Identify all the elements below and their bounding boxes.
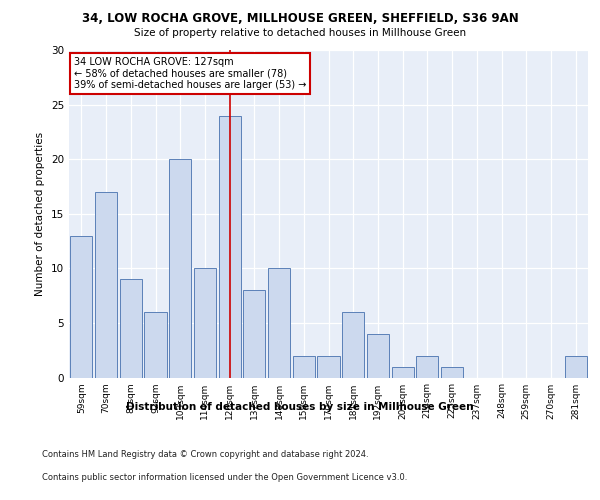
Bar: [119, 279, 142, 378]
Bar: [145, 312, 167, 378]
Bar: [95, 192, 117, 378]
Bar: [367, 334, 389, 378]
Bar: [565, 356, 587, 378]
Bar: [317, 356, 340, 378]
Bar: [392, 366, 414, 378]
Text: 34, LOW ROCHA GROVE, MILLHOUSE GREEN, SHEFFIELD, S36 9AN: 34, LOW ROCHA GROVE, MILLHOUSE GREEN, SH…: [82, 12, 518, 26]
Bar: [169, 159, 191, 378]
Text: Contains HM Land Registry data © Crown copyright and database right 2024.: Contains HM Land Registry data © Crown c…: [42, 450, 368, 459]
Bar: [243, 290, 265, 378]
Text: Size of property relative to detached houses in Millhouse Green: Size of property relative to detached ho…: [134, 28, 466, 38]
Text: Distribution of detached houses by size in Millhouse Green: Distribution of detached houses by size …: [126, 402, 474, 412]
Bar: [342, 312, 364, 378]
Bar: [218, 116, 241, 378]
Text: 34 LOW ROCHA GROVE: 127sqm
← 58% of detached houses are smaller (78)
39% of semi: 34 LOW ROCHA GROVE: 127sqm ← 58% of deta…: [74, 56, 307, 90]
Bar: [194, 268, 216, 378]
Bar: [70, 236, 92, 378]
Bar: [293, 356, 315, 378]
Bar: [441, 366, 463, 378]
Text: Contains public sector information licensed under the Open Government Licence v3: Contains public sector information licen…: [42, 472, 407, 482]
Bar: [416, 356, 439, 378]
Bar: [268, 268, 290, 378]
Y-axis label: Number of detached properties: Number of detached properties: [35, 132, 46, 296]
